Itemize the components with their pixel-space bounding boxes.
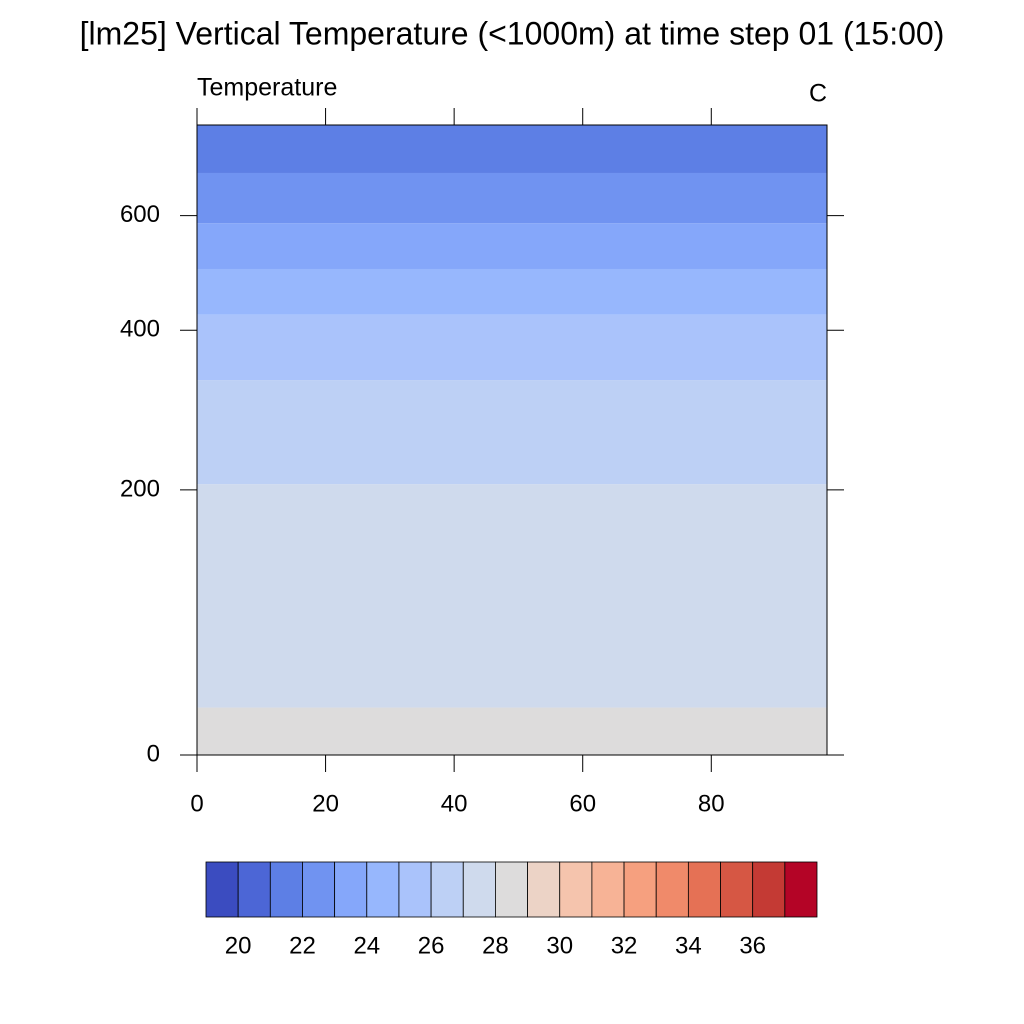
colorbar-box xyxy=(398,861,432,918)
colorbar-label: 20 xyxy=(225,932,252,959)
colorbar-label: 34 xyxy=(675,932,702,959)
left-string: Temperature xyxy=(197,74,337,102)
colorbar-box xyxy=(591,861,625,918)
contour-band xyxy=(197,125,827,173)
colorbar-box xyxy=(655,861,689,918)
colorbar-label: 36 xyxy=(739,932,766,959)
x-tick-label: 60 xyxy=(569,790,596,817)
colorbar-label: 30 xyxy=(546,932,573,959)
colorbar-box xyxy=(334,861,368,918)
colorbar-box xyxy=(623,861,657,918)
colorbar-box xyxy=(720,861,754,918)
colorbar-box xyxy=(237,861,271,918)
plot-frame xyxy=(196,124,828,756)
y-tick-label: 600 xyxy=(120,201,160,228)
contour-band xyxy=(197,223,827,269)
contour-band xyxy=(197,380,827,485)
colorbar-box xyxy=(784,861,818,918)
colorbar-label: 28 xyxy=(482,932,509,959)
colorbar-box xyxy=(687,861,721,918)
colorbar-box xyxy=(559,861,593,918)
colorbar-box xyxy=(462,861,496,918)
x-tick-label: 40 xyxy=(441,790,468,817)
y-tick-label: 200 xyxy=(120,475,160,502)
colorbar-box xyxy=(205,861,239,918)
colorbar-label: 22 xyxy=(289,932,316,959)
colorbar-box xyxy=(495,861,528,918)
contour-band xyxy=(197,484,827,708)
colorbar-box xyxy=(430,861,464,918)
colorbar-label: 26 xyxy=(418,932,445,959)
colorbar-box xyxy=(302,861,336,918)
y-tick-label: 0 xyxy=(147,740,160,767)
y-tick-label: 400 xyxy=(120,316,160,343)
chart-title: [lm25] Vertical Temperature (<1000m) at … xyxy=(80,15,945,51)
colorbar-box xyxy=(752,861,786,918)
contour-band xyxy=(197,314,827,381)
contour-band xyxy=(197,707,827,755)
colorbar-box xyxy=(366,861,400,918)
x-tick-label: 80 xyxy=(698,790,725,817)
colorbar-box xyxy=(527,861,561,918)
contour-band xyxy=(197,172,827,224)
contour-band xyxy=(197,268,827,315)
unit-label: C xyxy=(809,80,827,108)
x-tick-label: 0 xyxy=(190,790,203,817)
x-tick-label: 20 xyxy=(312,790,339,817)
colorbar-label: 32 xyxy=(611,932,638,959)
colorbar-label: 24 xyxy=(353,932,380,959)
colorbar-box xyxy=(269,861,303,918)
